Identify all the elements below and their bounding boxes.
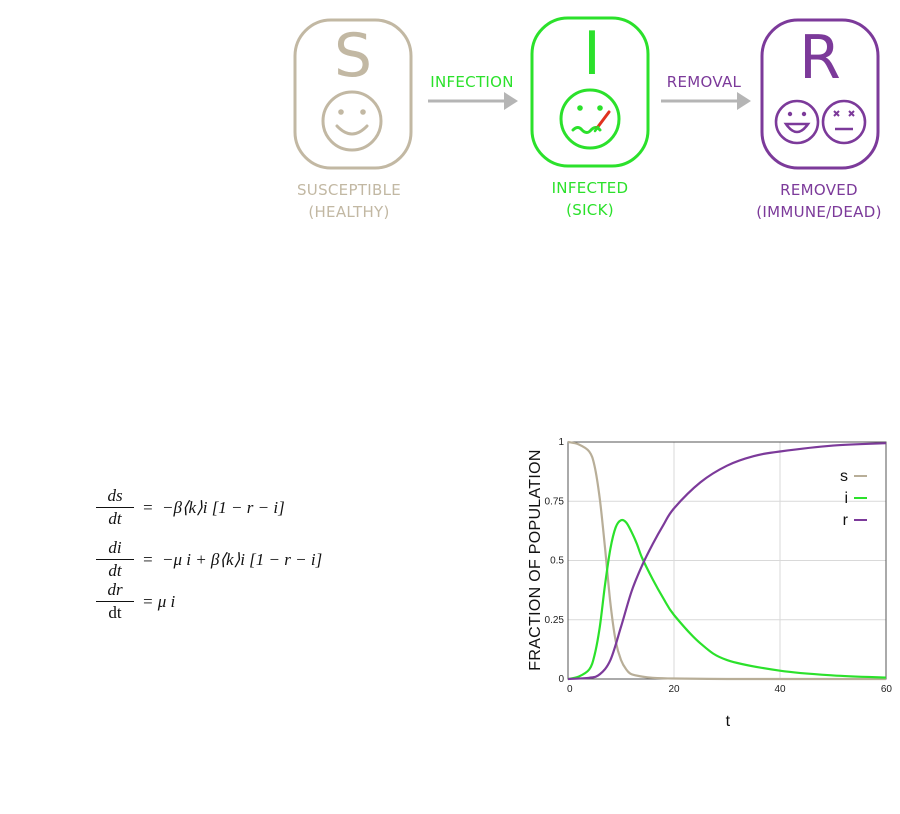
removed-sublabel: (IMMUNE/DEAD) xyxy=(756,203,881,221)
fraction-di-dt: di dt xyxy=(96,538,134,581)
sick-face-icon xyxy=(559,88,621,150)
y-tick-label: 0.5 xyxy=(550,556,564,567)
y-tick-label: 0 xyxy=(558,674,564,685)
happy-face-icon xyxy=(321,90,383,152)
x-tick-label: 0 xyxy=(567,684,573,695)
fraction-denominator: dt xyxy=(96,559,134,581)
fraction-denominator: dt xyxy=(96,601,134,623)
fraction-denominator: dt xyxy=(96,507,134,529)
x-tick-label: 60 xyxy=(881,684,893,695)
removed-box xyxy=(760,18,880,170)
y-tick-label: 0.25 xyxy=(545,615,565,626)
infection-transition: INFECTION xyxy=(428,73,518,110)
infected-label: INFECTED xyxy=(552,179,629,197)
susceptible-label: SUSCEPTIBLE xyxy=(297,181,401,199)
fraction-dr-dt: dr dt xyxy=(96,580,134,623)
sir-equations: ds dt = −β⟨k⟩i [1 − r − i] di dt = −μ i … xyxy=(96,482,426,632)
series-line-i xyxy=(567,518,887,681)
chart-ticks: 0 0.25 0.5 0.75 1 0 20 40 60 xyxy=(545,437,893,695)
susceptible-sublabel: (HEALTHY) xyxy=(308,203,389,221)
series-line-s xyxy=(567,440,886,681)
removed-letter: R xyxy=(799,23,841,93)
series-line-r xyxy=(567,442,887,681)
equation-rhs: = −β⟨k⟩i [1 − r − i] xyxy=(142,497,285,517)
removed-state: R REMOVED (IMMUNE/DEAD) xyxy=(756,18,881,221)
infected-box xyxy=(530,16,650,168)
infected-state: I INFECTED (SICK) xyxy=(530,16,650,219)
fraction-numerator: dr xyxy=(107,580,123,599)
equation-dr: dr dt = μ i xyxy=(96,580,175,623)
fraction-numerator: ds xyxy=(107,486,123,505)
equation-rhs: = −μ i + β⟨k⟩i [1 − r − i] xyxy=(142,549,323,569)
grinning-face-icon xyxy=(774,99,820,145)
fraction-numerator: di xyxy=(108,538,122,557)
equation-ds: ds dt = −β⟨k⟩i [1 − r − i] xyxy=(96,486,285,529)
arrow-right-icon xyxy=(428,92,518,110)
x-tick-label: 20 xyxy=(668,684,680,695)
chart-legend: sir xyxy=(840,468,867,529)
removal-transition: REMOVAL xyxy=(661,73,751,110)
susceptible-state: S SUSCEPTIBLE (HEALTHY) xyxy=(293,18,413,221)
y-tick-label: 0.75 xyxy=(545,496,565,507)
sir-line-chart: 0 0.25 0.5 0.75 1 0 20 40 60 t FRACTION OF POPUL… xyxy=(527,437,893,730)
chart-lines xyxy=(567,440,887,681)
x-axis-title: t xyxy=(726,713,731,730)
y-axis-title: FRACTION OF POPULATION xyxy=(527,449,544,670)
equation-rhs: = μ i xyxy=(142,591,176,611)
legend-label-i: i xyxy=(844,490,848,507)
infection-label: INFECTION xyxy=(430,73,514,91)
fraction-ds-dt: ds dt xyxy=(96,486,134,529)
removal-label: REMOVAL xyxy=(667,73,742,91)
legend-label-s: s xyxy=(840,468,848,485)
susceptible-box xyxy=(293,18,413,170)
infected-letter: I xyxy=(583,19,601,89)
legend-label-r: r xyxy=(843,512,849,529)
sir-diagram: S SUSCEPTIBLE (HEALTHY) INFECTION I INFE… xyxy=(293,16,881,221)
y-tick-label: 1 xyxy=(558,437,564,448)
susceptible-letter: S xyxy=(334,21,372,91)
arrow-right-icon xyxy=(661,92,751,110)
equation-di: di dt = −μ i + β⟨k⟩i [1 − r − i] xyxy=(96,538,322,581)
removed-label: REMOVED xyxy=(780,181,858,199)
infected-sublabel: (SICK) xyxy=(566,201,614,219)
x-tick-label: 40 xyxy=(774,684,786,695)
dead-face-icon xyxy=(821,99,867,145)
